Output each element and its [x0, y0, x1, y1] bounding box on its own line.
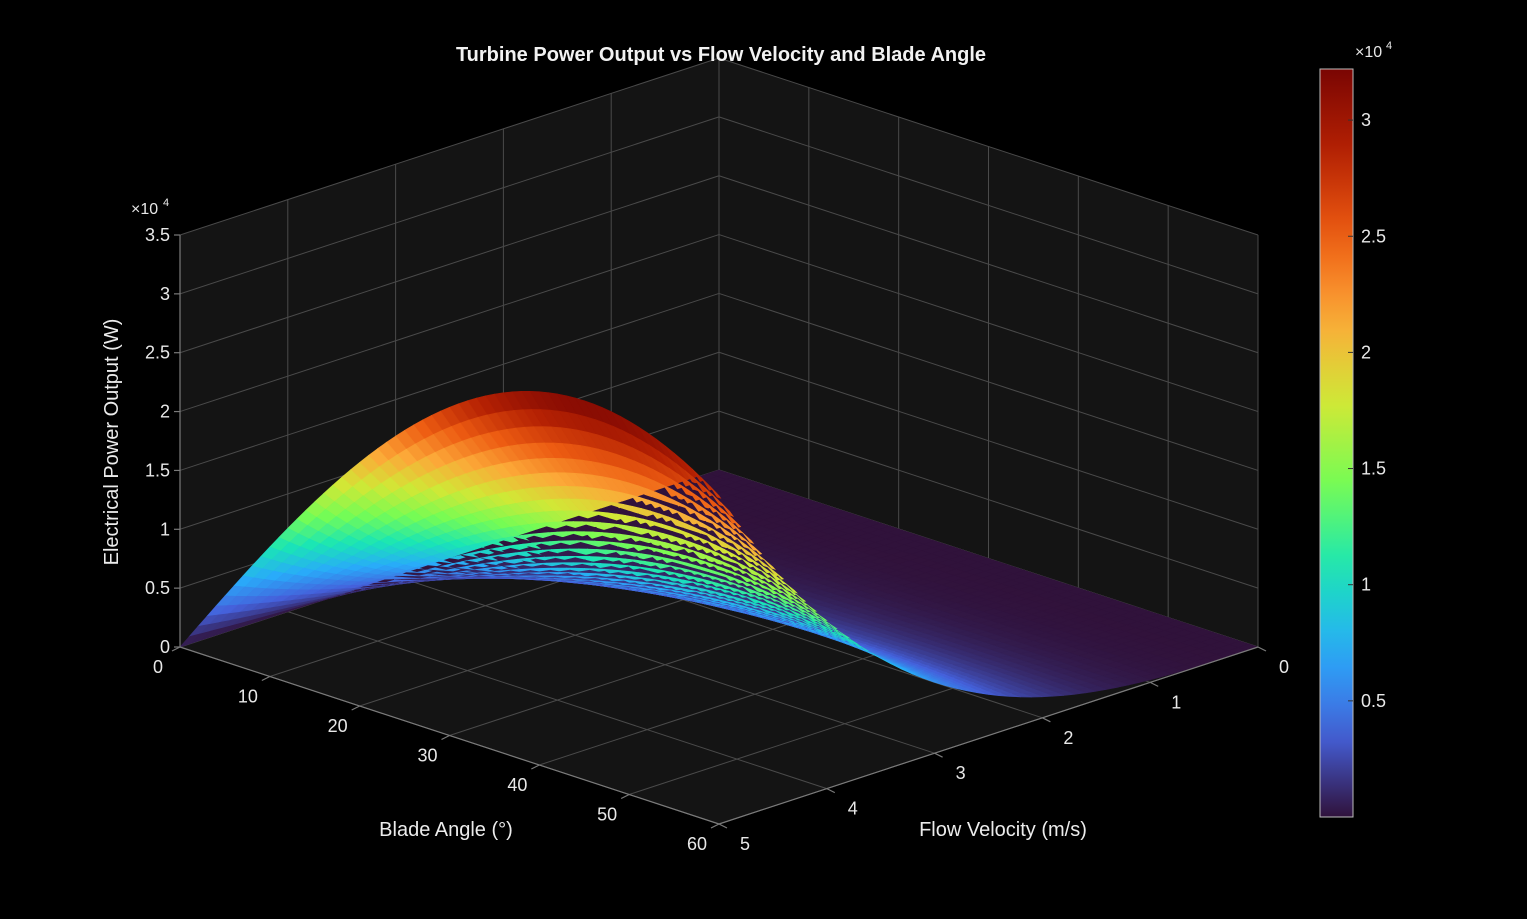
x-tick-mark [710, 823, 720, 829]
z-tick-label: 2 [160, 402, 170, 422]
axes-grid [179, 57, 1259, 825]
z-tick-label: 0.5 [145, 578, 170, 598]
svg-text:×10: ×10 [1355, 44, 1382, 61]
surface-plot [179, 390, 1259, 698]
x-tick-label: 10 [238, 687, 258, 707]
y-tick-mark [1149, 681, 1159, 687]
z-gridline-right [718, 57, 1259, 236]
x-axis-label: Blade Angle (°) [379, 819, 513, 841]
z-tick-label: 2.5 [145, 343, 170, 363]
svg-text:×10: ×10 [131, 201, 158, 218]
x-tick-mark [351, 705, 360, 711]
svg-text:4: 4 [163, 197, 169, 209]
y-tick-mark [1257, 646, 1267, 652]
z-gridline-right [718, 351, 1259, 530]
y-tick-mark [934, 752, 943, 758]
colorbar-ticks: 0.5 1 1.5 2 2.5 3 [1348, 110, 1386, 711]
surface-patch [1011, 693, 1032, 698]
x-tick-mark [531, 764, 540, 770]
z-tick-labels: 0 0.5 1 1.5 2 2.5 3 3.5 [145, 225, 180, 657]
colorbar-tick-label: 1 [1361, 575, 1371, 595]
colorbar-tick-label: 1.5 [1361, 459, 1386, 479]
colorbar-tick-label: 0.5 [1361, 691, 1386, 711]
svg-text:4: 4 [1386, 40, 1392, 52]
y-gridline-floor [395, 575, 935, 754]
y-tick-mark [718, 823, 728, 829]
y-tick-label: 0 [1279, 657, 1289, 677]
colorbar-gradient [1319, 68, 1354, 818]
y-tick-mark [826, 788, 836, 794]
colorbar: 0.5 1 1.5 2 2.5 3 ×10 4 [1319, 40, 1392, 818]
y-gridline-floor [287, 611, 827, 790]
y-axis-line [718, 646, 1259, 825]
z-tick-label: 3 [160, 284, 170, 304]
colorbar-tick-label: 2.5 [1361, 226, 1386, 246]
z-tick-label: 1.5 [145, 460, 170, 480]
z-gridline-left [179, 116, 720, 295]
x-tick-label: 30 [417, 746, 437, 766]
x-tick-label: 0 [153, 657, 163, 677]
colorbar-tick-label: 2 [1361, 342, 1371, 362]
z-gridline-right [718, 292, 1259, 471]
y-tick-label: 1 [1171, 692, 1181, 712]
z-gridline-right [718, 116, 1259, 295]
y-tick-labels: 0 1 2 3 4 5 [718, 646, 1289, 854]
z-gridline-left [179, 57, 720, 236]
z-tick-label: 3.5 [145, 225, 170, 245]
x-tick-labels: 0 10 20 30 40 50 60 [153, 646, 720, 854]
z-gridline-right [718, 234, 1259, 413]
y-tick-label: 4 [848, 799, 858, 819]
z-gridline-left [179, 292, 720, 471]
z-tick-label: 0 [160, 637, 170, 657]
z-gridline-right [718, 410, 1259, 589]
x-tick-label: 60 [687, 834, 707, 854]
z-axis-exponent: ×10 4 [131, 197, 169, 218]
x-tick-mark [441, 734, 450, 741]
colorbar-tick-label: 3 [1361, 110, 1371, 130]
z-gridline-left [179, 234, 720, 413]
z-gridline-right [718, 175, 1259, 354]
y-tick-label: 2 [1063, 728, 1073, 748]
x-tick-mark [171, 646, 181, 652]
z-gridline-left [179, 175, 720, 354]
y-tick-label: 3 [956, 763, 966, 783]
x-tick-label: 40 [507, 775, 527, 795]
surface-patch [179, 633, 201, 648]
y-tick-mark [1042, 717, 1051, 723]
y-tick-label: 5 [740, 834, 750, 854]
colorbar-exponent: ×10 4 [1355, 40, 1392, 61]
z-axis-label: Electrical Power Output (W) [101, 319, 123, 566]
x-tick-label: 20 [328, 716, 348, 736]
z-tick-label: 1 [160, 519, 170, 539]
y-axis-label: Flow Velocity (m/s) [919, 819, 1087, 841]
x-tick-mark [261, 675, 271, 682]
x-tick-mark [620, 793, 630, 800]
x-tick-label: 50 [597, 805, 617, 825]
chart-title: Turbine Power Output vs Flow Velocity an… [456, 44, 986, 66]
